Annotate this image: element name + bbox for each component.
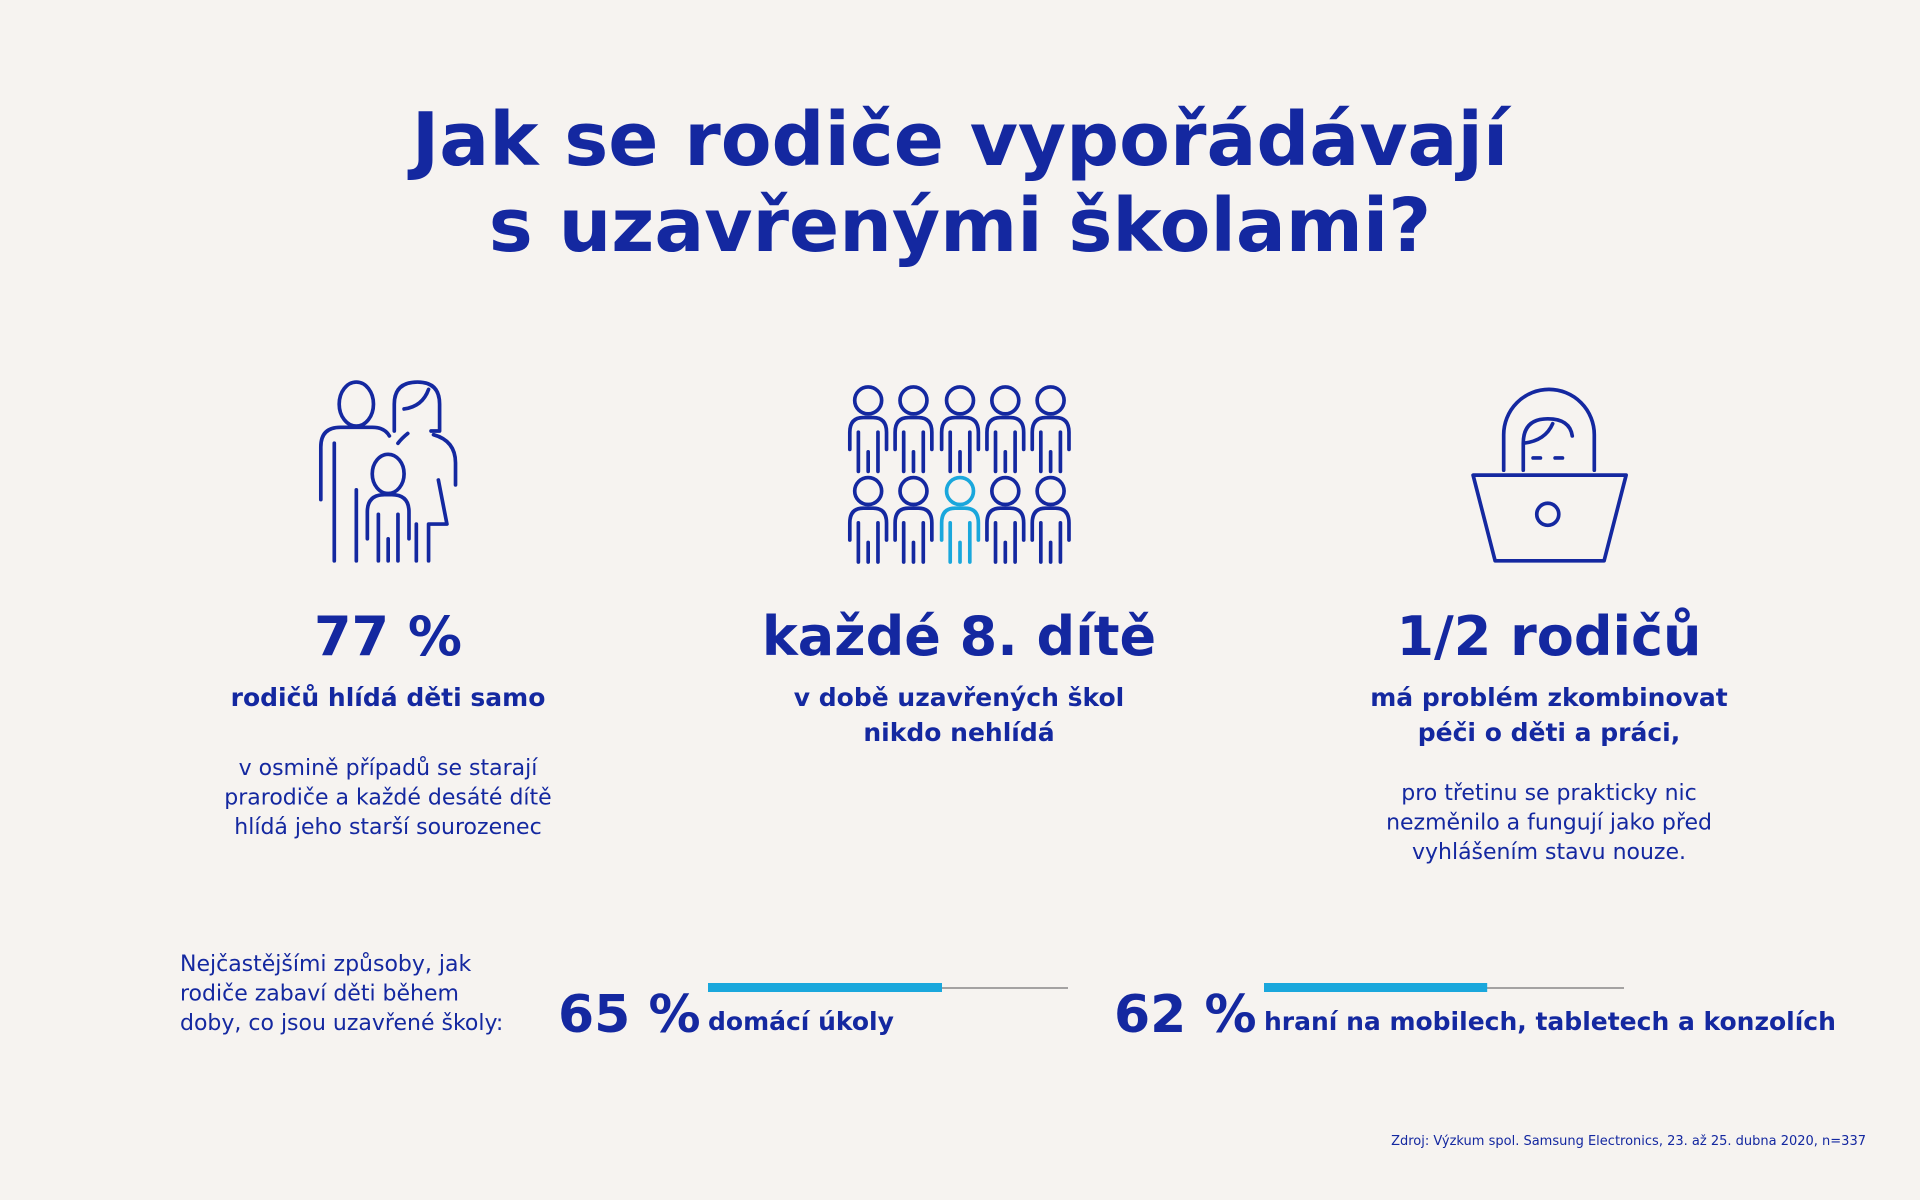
icons: [318, 380, 1628, 564]
stat-headline: každé 8. dítě: [762, 605, 1156, 668]
method-value: 65 %: [558, 985, 701, 1045]
method-label: hraní na mobilech, tabletech a konzolích: [1264, 1007, 1836, 1036]
bar-fill: [1264, 983, 1488, 992]
stat-description: nezměnilo a fungují jako před: [1386, 811, 1712, 836]
stat-subtitle: nikdo nehlídá: [863, 718, 1054, 747]
method-value: 62 %: [1114, 985, 1257, 1045]
stat-description: prarodiče a každé desáté dítě: [224, 786, 551, 811]
stat-headline: 1/2 rodičů: [1396, 605, 1701, 668]
family-icon: [318, 380, 458, 563]
method-label: domácí úkoly: [708, 1007, 894, 1036]
title-line: s uzavřenými školami?: [489, 183, 1431, 269]
bar-fill: [708, 983, 942, 992]
methods-intro: rodiče zabaví děti během: [180, 982, 459, 1007]
stat-subtitle: v době uzavřených škol: [794, 683, 1124, 712]
stat-subtitle: péči o děti a práci,: [1418, 718, 1680, 747]
methods-intro: doby, co jsou uzavřené školy:: [180, 1011, 503, 1036]
title-line: Jak se rodiče vypořádávají: [407, 97, 1512, 183]
stat-headline: 77 %: [314, 605, 462, 668]
source: Zdroj: Výzkum spol. Samsung Electronics,…: [1391, 1134, 1866, 1149]
stat-description: vyhlášením stavu nouze.: [1412, 840, 1686, 865]
laptop-icon: [1471, 387, 1628, 563]
stat-description: pro třetinu se prakticky nic: [1401, 781, 1697, 806]
stat-description: v osmině případů se starají: [239, 756, 539, 781]
methods-intro: Nejčastějšími způsoby, jak: [180, 952, 471, 977]
stat-subtitle: rodičů hlídá děti samo: [231, 683, 546, 712]
stat-description: hlídá jeho starší sourozenec: [234, 815, 541, 840]
stat-subtitle: má problém zkombinovat: [1370, 683, 1728, 712]
